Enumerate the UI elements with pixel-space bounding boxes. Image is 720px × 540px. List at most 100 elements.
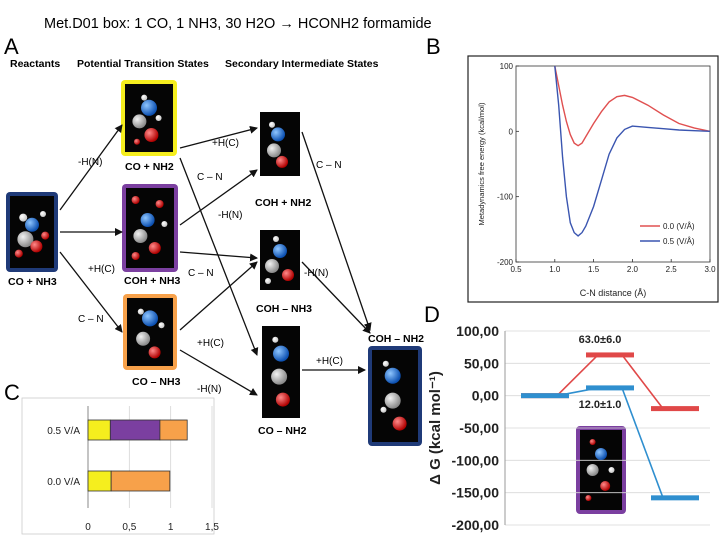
state-label-si1: COH + NH2 <box>255 197 311 209</box>
ts2-molecule-atom <box>131 196 140 204</box>
chart-d-level-1 <box>586 385 634 391</box>
reactant-molecule-background <box>10 196 54 268</box>
chart-d-level-0 <box>586 352 634 358</box>
chart-d-molecule-atom <box>586 464 599 476</box>
panel-letter-d: D <box>424 302 440 327</box>
panel-letter-a: A <box>4 34 19 59</box>
ts3-molecule-atom <box>136 331 151 346</box>
label-plus-h-c-4: +H(C) <box>316 356 343 367</box>
chart-b: 0.5 1.0 1.5 2.0 2.5 3.0 100 0 -100 -200 C-N distan… <box>467 55 719 303</box>
chart-d-y-tick-label: -150,00 <box>452 485 500 501</box>
chart-b-x-tick-label: 1.0 <box>549 265 561 274</box>
label-c-n-4: C – N <box>316 160 342 171</box>
slide-title: Met.D01 box: 1 CO, 1 NH3, 30 H2O → HCONH… <box>44 16 432 32</box>
ts1-molecule-atom <box>141 99 157 116</box>
chart-d-y-axis-label: Δ G (kcal mol⁻¹) <box>427 371 444 485</box>
ts3-molecule <box>123 294 177 370</box>
label-plus-h-c-3: +H(C) <box>197 338 224 349</box>
label-plus-h-c-1: +H(C) <box>88 264 115 275</box>
reactant-molecule-atom <box>25 217 39 232</box>
label-plus-h-c-2: +H(C) <box>212 138 239 149</box>
si3-molecule-atom <box>273 345 289 362</box>
label-c-n-3: C – N <box>188 268 214 279</box>
ts3-molecule-atom <box>148 346 161 359</box>
chart-d: 100,00 50,00 0,00 -50,00 -100,00 -150,00 -200,… <box>427 323 710 533</box>
ts3-molecule-atom <box>137 308 144 315</box>
chart-c-x-tick-label: 0 <box>85 522 91 533</box>
product-molecule <box>368 346 422 446</box>
chart-b-y-tick-label: 100 <box>500 62 514 71</box>
chart-b-series-line-1 <box>554 66 710 237</box>
chart-b-y-axis-label: Metadynamics free energy (kcal/mol) <box>477 102 486 225</box>
chart-d-y-tick-label: 0,00 <box>472 388 499 404</box>
ts2-molecule-atom <box>148 242 161 254</box>
product-molecule-atom <box>392 416 407 431</box>
chart-d-y-tick-label: 50,00 <box>464 355 499 371</box>
chart-c-x-tick-label: 1 <box>168 522 174 533</box>
ts2-molecule-atom <box>161 221 168 227</box>
chart-d-molecule-atom <box>589 439 596 445</box>
chart-d-molecule <box>576 426 626 514</box>
chart-d-level-0 <box>651 406 699 412</box>
reactant-molecule-atom <box>17 231 34 248</box>
chart-d-level-1 <box>521 393 569 399</box>
si1-molecule <box>260 112 300 176</box>
si2-molecule-atom <box>282 269 294 281</box>
reactant-molecule-atom <box>30 240 43 253</box>
si1-molecule-atom <box>269 121 275 128</box>
ts1-molecule-atom <box>132 114 147 129</box>
chart-b-legend-label-0: 0.0 (V/Å) <box>663 222 695 231</box>
ts3-molecule-atom <box>142 310 158 327</box>
chart-b-x-axis-label: C-N distance (Å) <box>580 288 647 298</box>
chart-c-bar-segment <box>87 419 111 441</box>
chart-c-bar-segment <box>110 470 171 492</box>
si2-molecule-atom <box>265 259 279 273</box>
si2-molecule-atom <box>273 236 279 242</box>
product-molecule-atom <box>382 360 389 367</box>
reactant-molecule-atom <box>14 249 23 258</box>
chart-c-x-tick-label: 1,5 <box>205 522 219 533</box>
reactant-molecule-atom <box>19 213 28 222</box>
chart-b-x-tick-label: 3.0 <box>704 265 716 274</box>
chart-b-x-tick-label: 2.5 <box>666 265 678 274</box>
label-minus-h-n-4: -H(N) <box>304 268 328 279</box>
si1-molecule-atom <box>271 127 285 142</box>
ts1-molecule-atom <box>134 138 140 145</box>
reaction-arrows <box>59 124 372 396</box>
chart-d-annotation-red: 63.0±6.0 <box>579 334 622 346</box>
header-intermediate-states: Secondary Intermediate States <box>225 58 379 70</box>
chart-c-category-label: 0.0 V/A <box>47 477 80 488</box>
label-minus-h-n-2: -H(N) <box>218 210 242 221</box>
chart-c-category-label: 0.5 V/A <box>47 426 80 437</box>
chart-b-x-tick-label: 1.5 <box>588 265 600 274</box>
ts3-molecule-atom <box>158 322 165 329</box>
label-minus-h-n-1: -H(N) <box>78 157 102 168</box>
ts1-molecule-atom <box>141 94 148 101</box>
chart-c-bar-segment <box>87 470 112 492</box>
chart-d-molecule-atom <box>595 448 607 460</box>
chart-b-plot-area <box>515 65 711 263</box>
chart-c-x-tick-label: 0,5 <box>122 522 136 533</box>
chart-d-molecule-atom <box>608 467 615 473</box>
state-label-si2: COH – NH3 <box>256 303 312 315</box>
ts1-molecule-background <box>125 84 173 152</box>
chart-b-y-tick-label: 0 <box>509 127 514 136</box>
chart-d-connector-0 <box>556 354 599 397</box>
state-label-reactant: CO + NH3 <box>8 276 57 288</box>
ts2-molecule <box>122 184 178 272</box>
chart-b-y-tick-label: -200 <box>497 258 514 267</box>
reactant-molecule <box>6 192 58 272</box>
state-label-ts3: CO – NH3 <box>132 376 181 388</box>
chart-b-series-line-0 <box>554 66 710 147</box>
ts2-molecule-atom <box>133 229 148 243</box>
chart-d-level-1 <box>651 495 699 501</box>
state-label-ts2: COH + NH3 <box>124 275 180 287</box>
chart-d-molecule-atom <box>585 495 592 501</box>
panel-letter-b: B <box>426 34 441 59</box>
ts2-molecule-atom <box>140 213 155 227</box>
chart-b-y-tick-label: -100 <box>497 193 514 202</box>
si1-molecule-atom <box>267 143 281 158</box>
reactant-molecule-atom <box>40 211 46 217</box>
si1-molecule-atom <box>276 155 288 168</box>
